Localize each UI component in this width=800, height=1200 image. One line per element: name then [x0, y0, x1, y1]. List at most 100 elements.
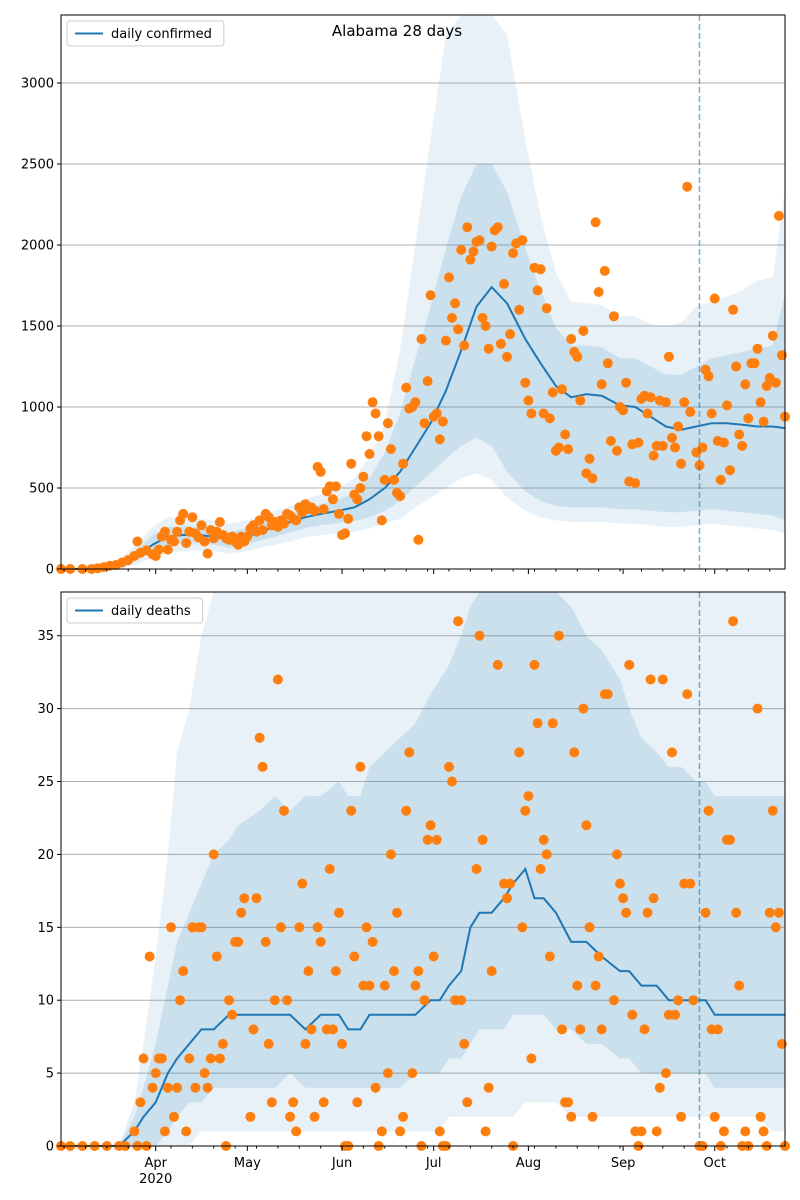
data-point — [660, 1068, 671, 1079]
data-point — [352, 1097, 363, 1108]
y-tick-label: 5 — [46, 1067, 54, 1082]
data-point — [324, 864, 335, 874]
data-point — [773, 210, 784, 221]
data-point — [440, 335, 451, 346]
data-point — [382, 418, 393, 429]
data-point — [318, 1097, 329, 1108]
data-point — [740, 379, 751, 390]
data-point — [618, 405, 629, 416]
data-point — [214, 517, 225, 527]
data-point — [376, 515, 387, 526]
data-point — [612, 445, 622, 456]
data-point — [181, 538, 192, 549]
data-point — [404, 747, 415, 758]
data-point — [318, 504, 329, 515]
median-line — [61, 866, 785, 1147]
data-point — [590, 217, 601, 228]
x-year-label: 2020 — [139, 1172, 172, 1187]
data-point — [196, 922, 207, 933]
data-point — [480, 1126, 491, 1137]
data-point — [385, 849, 396, 860]
data-point — [291, 515, 302, 526]
data-point — [202, 548, 213, 559]
data-point — [645, 674, 656, 685]
data-point — [636, 1126, 647, 1137]
data-point — [703, 371, 714, 382]
data-point — [544, 413, 555, 424]
data-point — [584, 453, 595, 464]
data-point — [413, 534, 424, 545]
observed-points — [56, 616, 790, 1151]
data-point — [557, 1024, 567, 1035]
data-point — [260, 936, 271, 947]
data-point — [670, 442, 680, 453]
data-point — [670, 1009, 680, 1020]
data-point — [370, 1082, 381, 1093]
data-point — [553, 630, 564, 641]
data-point — [263, 1038, 274, 1049]
data-point — [135, 1097, 146, 1108]
data-point — [337, 1038, 347, 1049]
y-tick-label: 1000 — [21, 401, 54, 416]
data-point — [288, 1097, 299, 1108]
data-point — [425, 820, 436, 831]
data-point — [566, 334, 577, 344]
data-point — [499, 278, 509, 289]
data-point — [657, 674, 668, 685]
y-tick-label: 10 — [37, 994, 54, 1009]
data-point — [279, 805, 289, 816]
data-point — [169, 536, 179, 547]
data-point — [715, 474, 726, 485]
observed-points — [56, 181, 790, 574]
data-point — [330, 481, 341, 492]
data-point — [242, 531, 253, 542]
data-point — [410, 980, 421, 991]
y-gridlines — [61, 82, 785, 489]
data-point — [557, 384, 567, 395]
x-tick-label: Aug — [516, 1156, 541, 1171]
data-point — [254, 515, 265, 526]
data-point — [612, 849, 622, 860]
data-point — [535, 864, 546, 874]
data-point — [147, 1082, 158, 1093]
data-point — [618, 893, 629, 904]
data-point — [159, 1126, 170, 1137]
data-point — [599, 265, 610, 276]
data-point — [645, 392, 656, 403]
data-point — [728, 304, 739, 315]
data-point — [373, 431, 384, 442]
data-point — [703, 805, 714, 816]
data-point — [199, 536, 210, 547]
legend-entry-daily-confirmed: daily confirmed — [111, 27, 212, 42]
data-point — [731, 361, 742, 372]
y-tick-label: 0 — [46, 1140, 54, 1155]
data-point — [172, 1082, 183, 1093]
data-point — [621, 377, 632, 388]
data-point — [676, 458, 687, 469]
data-point — [547, 387, 558, 398]
data-point — [306, 1024, 317, 1035]
data-point — [315, 936, 326, 947]
data-point — [184, 1053, 195, 1064]
data-point — [166, 922, 176, 933]
data-point — [187, 512, 198, 523]
data-point — [190, 1082, 201, 1093]
data-point — [428, 951, 439, 962]
data-point — [159, 526, 170, 537]
data-point — [279, 518, 289, 529]
data-point — [474, 235, 485, 246]
data-point — [349, 951, 360, 962]
data-point — [517, 235, 528, 246]
data-point — [624, 659, 635, 670]
data-point — [462, 222, 473, 233]
data-point — [682, 689, 693, 700]
data-point — [688, 995, 699, 1006]
data-point — [370, 408, 381, 419]
data-point — [630, 478, 641, 489]
data-point — [272, 674, 283, 685]
data-point — [294, 922, 305, 933]
data-point — [312, 922, 323, 933]
data-point — [419, 995, 430, 1006]
data-point — [245, 1111, 256, 1122]
